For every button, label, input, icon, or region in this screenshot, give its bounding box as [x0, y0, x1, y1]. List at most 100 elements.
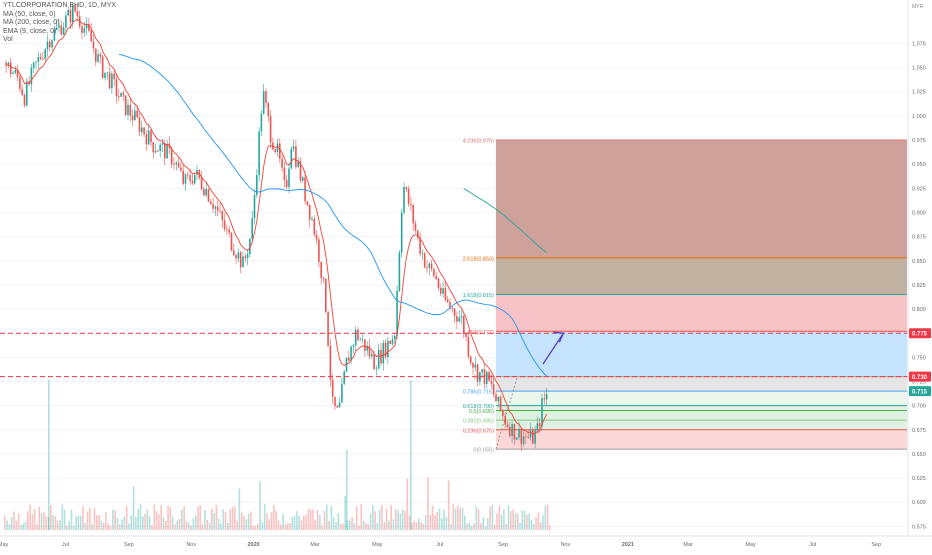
volume-bar	[178, 518, 181, 530]
candle-body	[221, 211, 224, 221]
candle-body	[35, 61, 37, 63]
volume-bar	[50, 504, 52, 530]
volume-bar	[188, 523, 190, 530]
candle-body	[403, 187, 405, 213]
candle-body	[400, 212, 403, 253]
candle-body	[69, 9, 72, 23]
volume-bar	[114, 510, 116, 530]
candle-body	[5, 62, 7, 66]
candle-body	[435, 276, 437, 280]
volume-bar	[346, 450, 348, 530]
volume-bar	[415, 522, 418, 530]
candle-body	[14, 69, 17, 73]
volume-bar	[358, 525, 360, 530]
candle-body	[191, 180, 194, 184]
volume-bar	[378, 509, 381, 530]
candle-body	[433, 268, 435, 277]
candle-body	[518, 428, 520, 438]
volume-bar	[201, 524, 204, 530]
volume-bar	[98, 515, 100, 530]
volume-bar	[316, 510, 319, 530]
volume-bar	[229, 509, 231, 530]
candle-body	[513, 423, 516, 440]
candle-body	[237, 252, 240, 259]
candle-body	[343, 371, 345, 384]
candle-body	[117, 96, 120, 97]
volume-bar	[392, 519, 395, 530]
y-tick-label: 0.875	[912, 235, 926, 241]
volume-bar	[544, 505, 547, 530]
volume-bar	[376, 523, 379, 530]
volume-bar	[222, 509, 225, 530]
legend-symbol: YTLCORPORATION BHD, 1D, MYX	[3, 2, 117, 9]
candle-body	[276, 143, 279, 153]
volume-bar	[29, 504, 31, 530]
volume-bar	[176, 520, 179, 530]
legend-vol: Vol	[3, 36, 13, 44]
volume-bar	[445, 517, 448, 530]
candle-body	[244, 256, 247, 259]
candle-body	[534, 430, 536, 444]
volume-bar	[422, 523, 425, 530]
volume-bar	[369, 513, 372, 530]
y-tick-label: 0.675	[912, 428, 926, 434]
candle-body	[458, 317, 460, 322]
volume-bar	[128, 523, 130, 530]
fibonacci-retracement: 4.236(0.975) 2.618(0.853) 1.618(0.815) 1.41…	[463, 139, 907, 454]
volume-bar	[116, 518, 119, 530]
candle-body	[421, 253, 424, 255]
volume-bar	[291, 516, 294, 530]
volume-bar	[337, 513, 340, 530]
candle-body	[122, 92, 125, 96]
candle-body	[83, 28, 86, 33]
candle-body	[322, 277, 325, 279]
volume-bar	[493, 524, 496, 530]
fib-zone	[495, 420, 907, 430]
candle-body	[159, 144, 161, 151]
volume-bar	[208, 522, 211, 530]
legend-ema9: EMA (9, close, 0)	[3, 27, 57, 35]
volume-bar	[498, 505, 501, 530]
projection-arrow	[542, 332, 564, 365]
volume-bar	[146, 509, 149, 530]
volume-bar	[109, 525, 112, 530]
volume-bar	[280, 524, 282, 530]
volume-bar	[105, 512, 107, 530]
candle-body	[334, 396, 336, 407]
volume-bar	[231, 506, 234, 530]
candle-body	[350, 346, 352, 361]
x-tick-label: Jul	[809, 542, 816, 548]
volume-bar	[342, 524, 344, 530]
volume-bar	[174, 524, 176, 530]
fib-zone	[495, 391, 907, 406]
candle-body	[251, 218, 253, 239]
candle-body	[290, 148, 293, 169]
candle-body	[131, 115, 134, 121]
candle-body	[235, 255, 237, 259]
volume-bar	[123, 516, 126, 530]
candle-body	[239, 252, 242, 268]
candle-body	[538, 423, 541, 427]
volume-bar	[236, 520, 238, 530]
candle-body	[129, 104, 132, 116]
candle-body	[223, 220, 226, 230]
candle-body	[504, 415, 506, 425]
candle-body	[21, 89, 23, 95]
currency-label: MYR	[912, 4, 924, 10]
volume-bar	[362, 521, 365, 530]
candle-body	[515, 437, 518, 440]
candle-body	[92, 41, 95, 49]
candle-body	[405, 187, 408, 190]
volume-bar	[245, 519, 248, 530]
volume-bar	[270, 512, 273, 530]
fib-zone	[495, 410, 907, 421]
volume-bar	[148, 516, 151, 530]
volume-bar	[257, 524, 259, 530]
candle-body	[439, 287, 442, 294]
candle-body	[444, 288, 447, 300]
volume-bar	[473, 523, 475, 530]
candle-body	[108, 72, 111, 89]
volume-bar	[135, 516, 137, 530]
volume-bar	[100, 520, 103, 530]
price-badge	[909, 328, 931, 339]
